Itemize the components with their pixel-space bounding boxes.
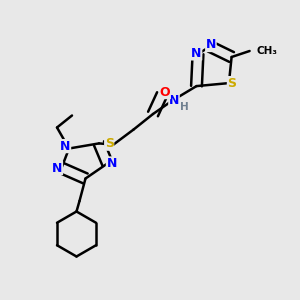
Text: N: N	[106, 157, 117, 170]
Text: CH₃: CH₃	[256, 46, 277, 56]
Text: N: N	[60, 140, 70, 153]
Text: O: O	[160, 85, 170, 99]
Text: N: N	[206, 38, 216, 52]
Text: S: S	[105, 137, 114, 150]
Text: H: H	[179, 102, 188, 112]
Text: N: N	[169, 94, 179, 107]
Text: S: S	[227, 76, 236, 90]
Text: N: N	[191, 47, 202, 60]
Text: N: N	[52, 161, 62, 175]
